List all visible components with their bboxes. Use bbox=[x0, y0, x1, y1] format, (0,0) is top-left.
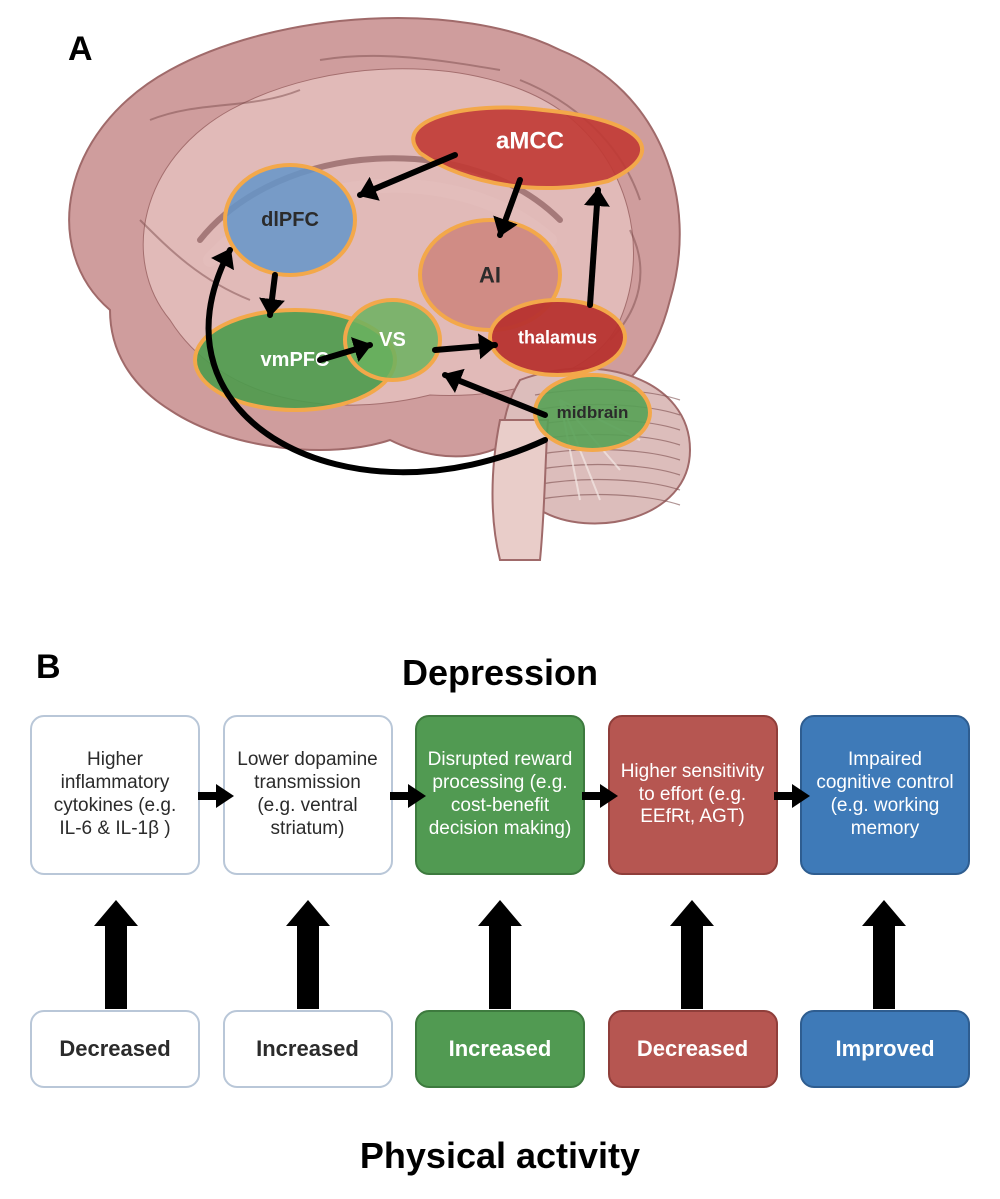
svg-text:midbrain: midbrain bbox=[557, 403, 629, 422]
depression-title: Depression bbox=[0, 652, 1000, 694]
flow-row-top: Higher inflammatory cytokines (e.g. IL-6… bbox=[30, 715, 970, 875]
flow-box-b1: Higher inflammatory cytokines (e.g. IL-6… bbox=[30, 715, 200, 875]
svg-text:dlPFC: dlPFC bbox=[261, 209, 319, 231]
physical-activity-title: Physical activity bbox=[0, 1135, 1000, 1177]
svg-text:AI: AI bbox=[479, 263, 501, 288]
flow-box-c2: Increased bbox=[223, 1010, 393, 1088]
region-midbrain: midbrain bbox=[535, 375, 650, 450]
flow-row-bottom: Decreased Increased Increased Decreased Impr… bbox=[30, 1010, 970, 1088]
flow-box-b5: Impaired cognitive control (e.g. working… bbox=[800, 715, 970, 875]
flow-box-c4: Decreased bbox=[608, 1010, 778, 1088]
svg-text:aMCC: aMCC bbox=[496, 128, 564, 155]
region-VS: VS bbox=[345, 300, 440, 380]
svg-text:thalamus: thalamus bbox=[518, 328, 597, 348]
flow-box-c3: Increased bbox=[415, 1010, 585, 1088]
flow-box-b2: Lower dopamine transmission (e.g. ventra… bbox=[223, 715, 393, 875]
flow-box-b4: Higher sensitivity to effort (e.g. EEfRt… bbox=[608, 715, 778, 875]
flow-box-c1: Decreased bbox=[30, 1010, 200, 1088]
region-thalamus: thalamus bbox=[490, 300, 625, 375]
flow-box-c5: Improved bbox=[800, 1010, 970, 1088]
region-dlPFC: dlPFC bbox=[225, 165, 355, 275]
flow-box-b3: Disrupted reward processing (e.g. cost-b… bbox=[415, 715, 585, 875]
svg-text:VS: VS bbox=[379, 329, 406, 351]
